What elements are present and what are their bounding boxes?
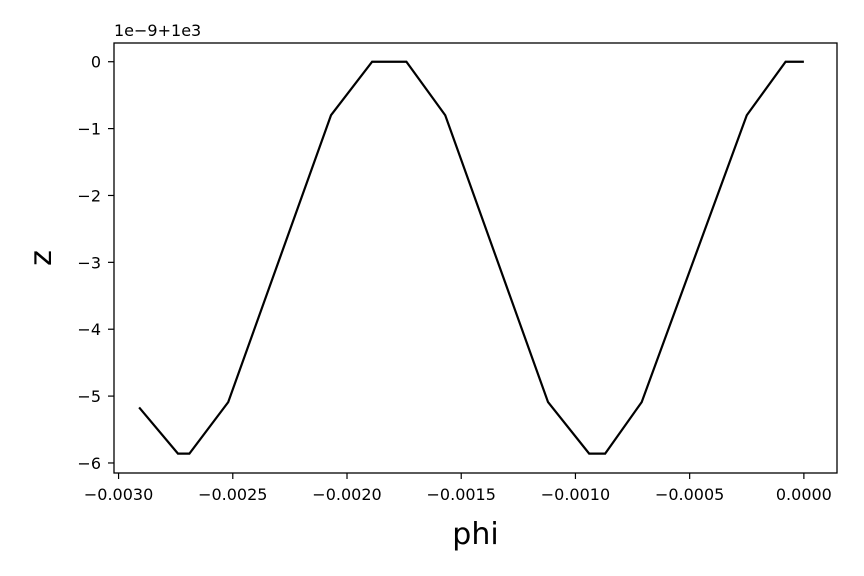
y-tick-label: −6: [77, 454, 101, 473]
y-tick-label: 0: [91, 53, 101, 72]
x-axis-title: phi: [452, 517, 498, 552]
y-tick-label: −3: [77, 253, 101, 272]
series-line-0: [138, 60, 804, 455]
y-offset-label: 1e−9+1e3: [114, 21, 201, 40]
x-axis: −0.0030 −0.0025 −0.0020 −0.0015 −0.0010 −0.00…: [84, 473, 832, 504]
x-tick-label: −0.0025: [198, 485, 267, 504]
x-tick-label: −0.0020: [312, 485, 381, 504]
x-tick-label: −0.0005: [655, 485, 724, 504]
y-axis: 0 −1 −2 −3 −4 −5 −6: [77, 53, 114, 473]
y-tick-label: −5: [77, 387, 101, 406]
x-tick-label: −0.0015: [427, 485, 496, 504]
x-tick-label: −0.0030: [84, 485, 153, 504]
y-tick-label: −2: [77, 186, 101, 205]
x-tick-label: −0.0010: [541, 485, 610, 504]
x-tick-label: 0.0000: [776, 485, 832, 504]
y-axis-title: z: [24, 250, 59, 266]
y-tick-label: −4: [77, 320, 101, 339]
y-tick-label: −1: [77, 120, 101, 139]
axes-frame: [113, 42, 838, 474]
plot-area: [138, 60, 804, 455]
